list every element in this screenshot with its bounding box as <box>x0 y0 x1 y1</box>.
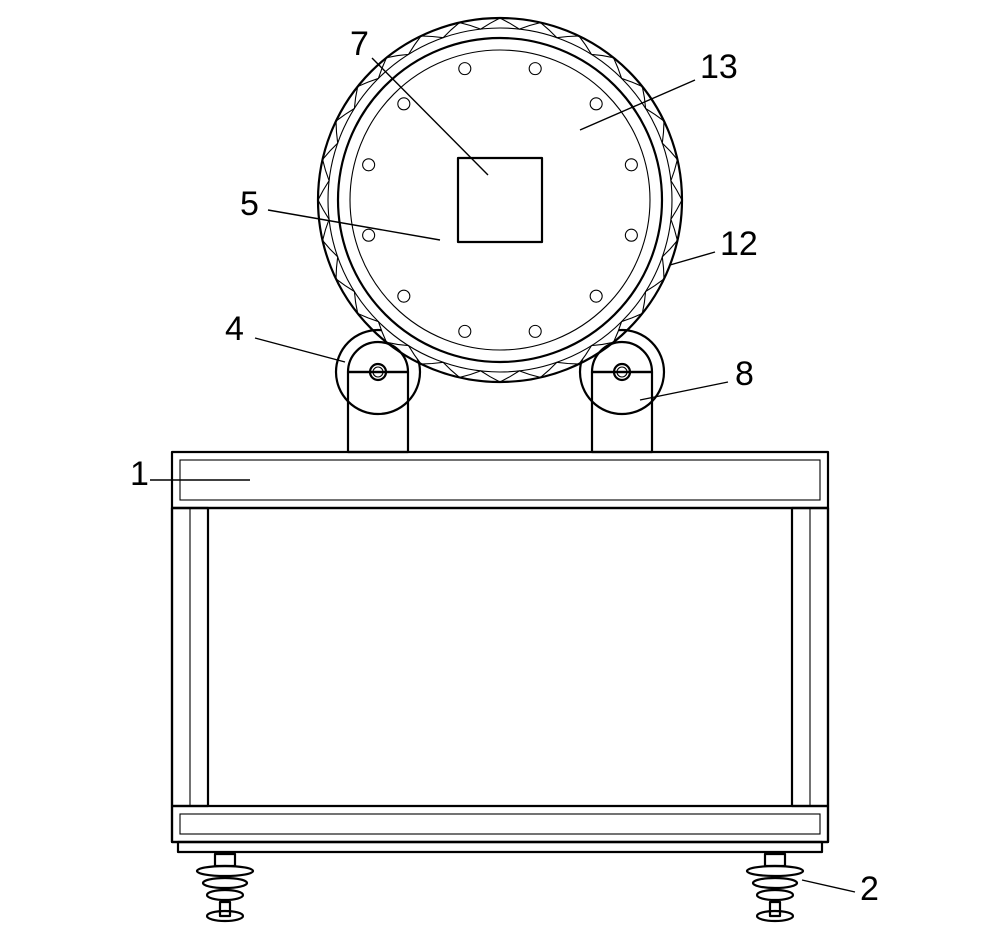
label-4: 4 <box>225 310 244 348</box>
roller-left <box>336 330 420 452</box>
label-1: 1 <box>130 455 149 493</box>
frame-body <box>172 508 828 842</box>
leader-line <box>802 880 855 892</box>
caster-left <box>197 854 253 921</box>
frame <box>172 452 828 852</box>
leader-line <box>255 338 345 362</box>
roller-right <box>580 330 664 452</box>
leader-line <box>640 382 728 400</box>
label-8: 8 <box>735 355 754 393</box>
caster-right <box>747 854 803 921</box>
label-5: 5 <box>240 185 259 223</box>
drum-chain-ring <box>318 18 682 382</box>
leader-line <box>670 252 715 265</box>
label-13: 13 <box>700 48 738 86</box>
label-7: 7 <box>350 25 369 63</box>
label-12: 12 <box>720 225 758 263</box>
drum <box>318 18 682 382</box>
label-2: 2 <box>860 870 879 908</box>
